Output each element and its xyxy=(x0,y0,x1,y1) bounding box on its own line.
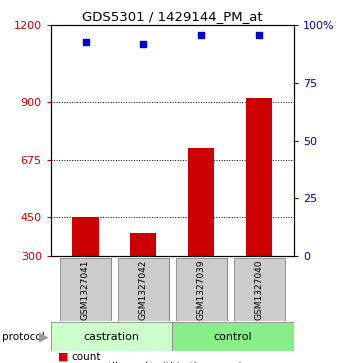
Text: GSM1327039: GSM1327039 xyxy=(197,259,206,320)
Point xyxy=(198,32,204,37)
Text: ▶: ▶ xyxy=(39,330,49,343)
Bar xyxy=(72,217,99,256)
Text: GSM1327041: GSM1327041 xyxy=(81,259,90,320)
Bar xyxy=(51,322,172,351)
Text: count: count xyxy=(72,352,101,362)
Bar xyxy=(172,322,294,351)
Text: GSM1327042: GSM1327042 xyxy=(139,259,148,320)
Bar xyxy=(234,258,285,321)
Point xyxy=(141,41,146,47)
Text: percentile rank within the sample: percentile rank within the sample xyxy=(72,362,248,363)
Text: ■: ■ xyxy=(58,352,68,362)
Text: GSM1327040: GSM1327040 xyxy=(255,259,264,320)
Bar xyxy=(118,258,169,321)
Text: control: control xyxy=(214,331,252,342)
Text: protocol: protocol xyxy=(2,331,44,342)
Title: GDS5301 / 1429144_PM_at: GDS5301 / 1429144_PM_at xyxy=(82,10,263,23)
Point xyxy=(257,32,262,37)
Bar xyxy=(131,233,156,256)
Bar xyxy=(188,148,214,256)
Bar xyxy=(246,98,272,256)
Point xyxy=(83,38,88,44)
Bar xyxy=(176,258,227,321)
Bar xyxy=(60,258,111,321)
Text: castration: castration xyxy=(84,331,140,342)
Text: ■: ■ xyxy=(58,362,68,363)
